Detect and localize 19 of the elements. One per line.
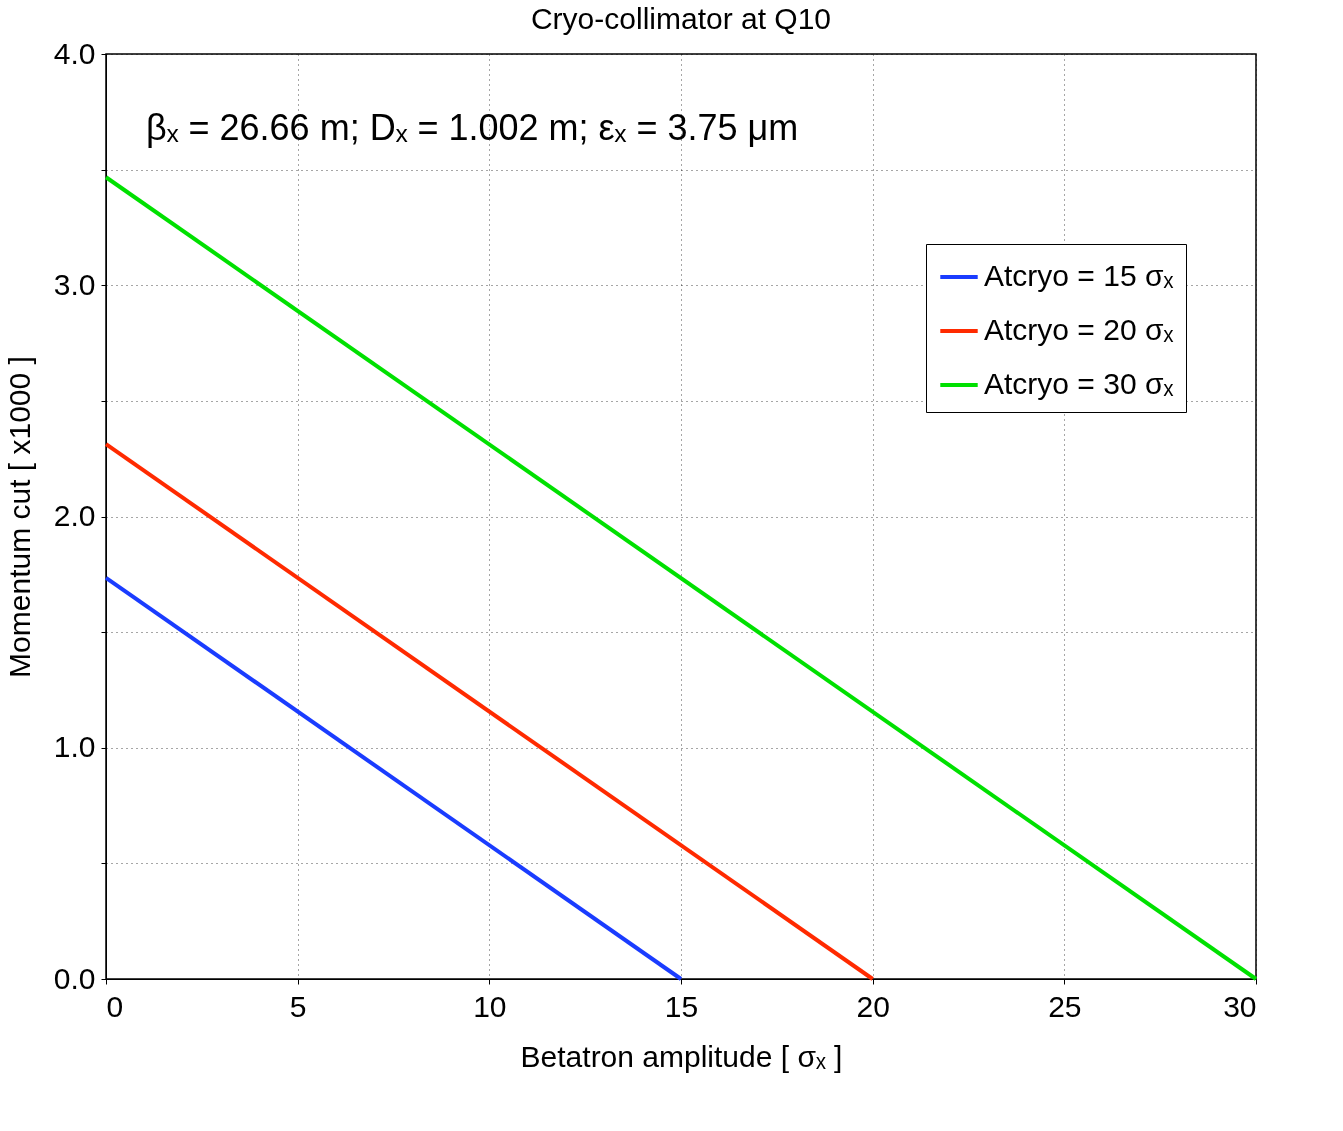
chart-title: Cryo-collimator at Q10 [530,2,832,35]
y-tick-label: 1.0 [53,730,96,764]
x-tick-label: 0 [106,989,124,1023]
x-tick-label: 10 [473,989,507,1023]
y-tick-label: 0.0 [53,961,96,995]
x-tick-label: 30 [1223,989,1257,1023]
x-tick-label: 15 [664,989,699,1023]
x-tick-label: 25 [1048,989,1082,1023]
legend-label: Atcryo = 30 σₓ [984,367,1174,400]
y-tick-label: 3.0 [53,267,96,301]
legend-label: Atcryo = 20 σₓ [984,313,1174,346]
legend-label: Atcryo = 15 σₓ [984,259,1174,292]
annotation: βₓ = 26.66 m; Dₓ = 1.002 m; εₓ = 3.75 μm [146,107,799,148]
x-tick-label: 20 [856,989,890,1023]
x-axis-title: Betatron amplitude [ σₓ ] [520,1039,843,1073]
y-tick-label: 2.0 [53,499,96,532]
y-tick-label: 4.0 [53,36,96,70]
y-axis-title: Momentum cut [ x1000 ] [2,356,36,678]
x-tick-label: 5 [289,989,307,1023]
